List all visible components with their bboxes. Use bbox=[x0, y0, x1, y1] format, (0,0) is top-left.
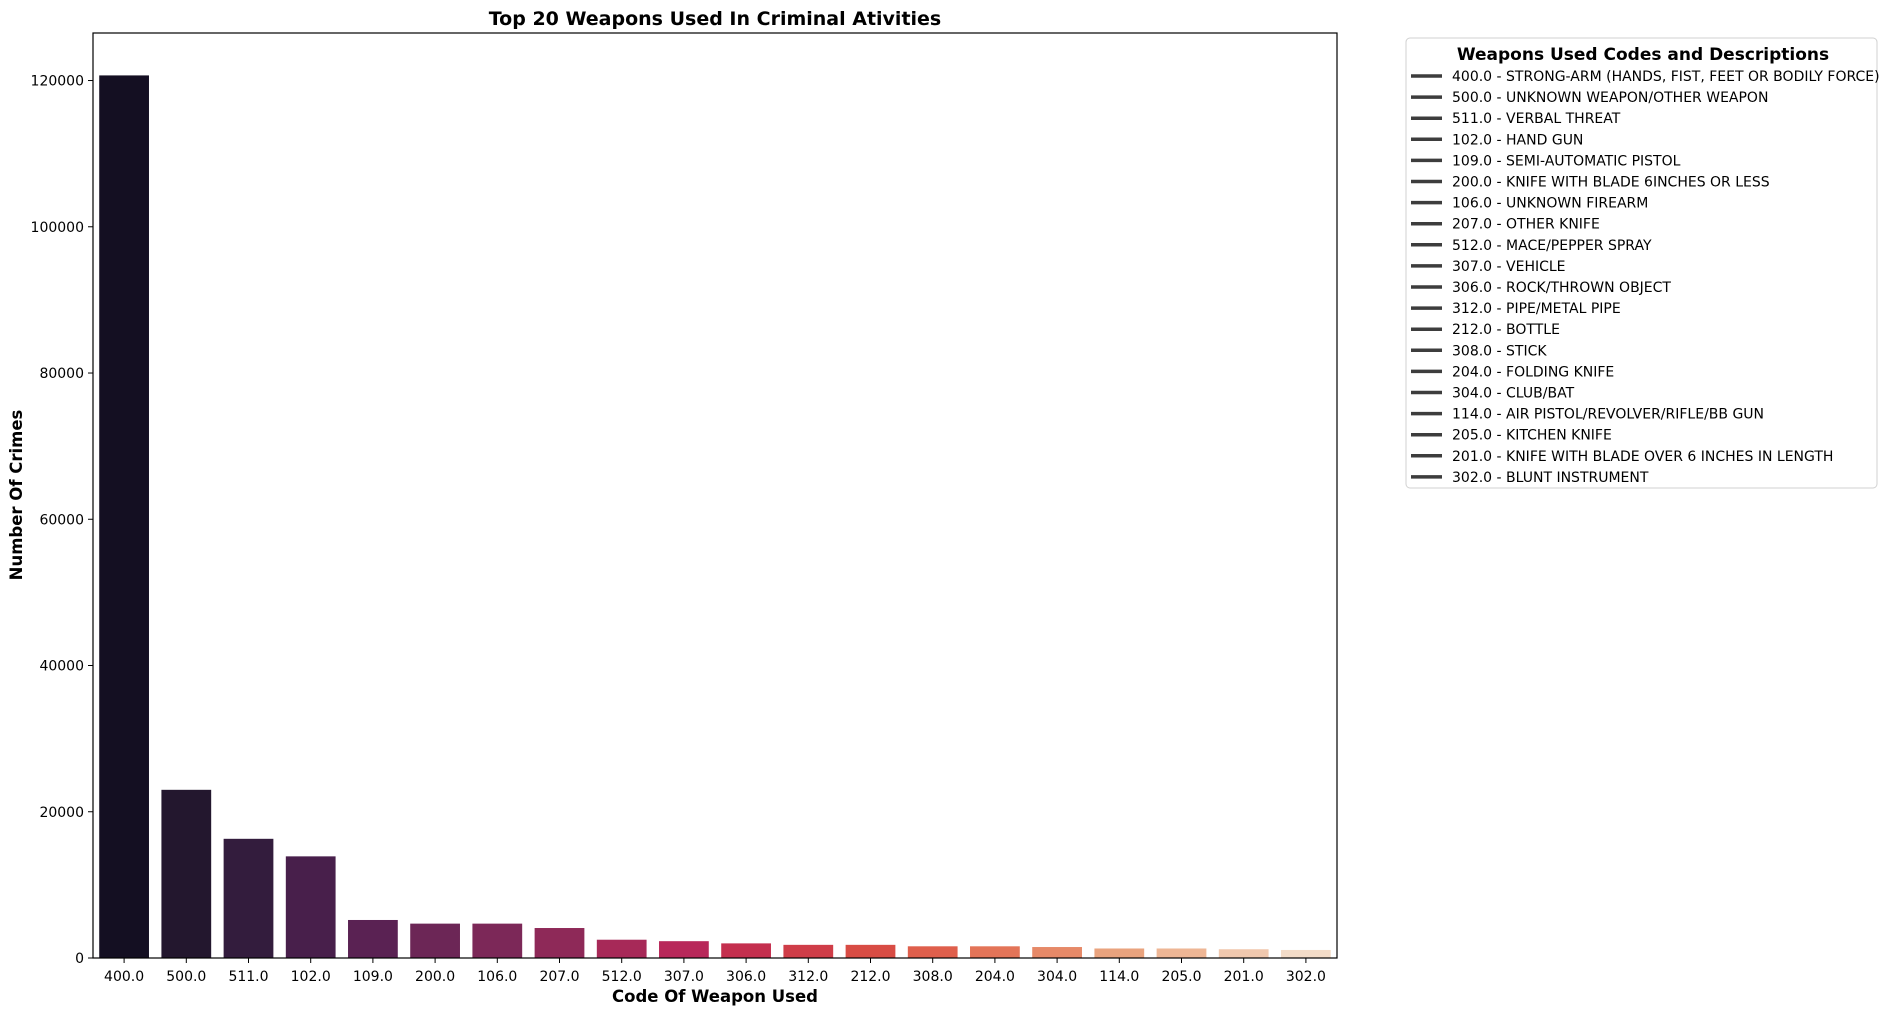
bar-114.0 bbox=[1094, 948, 1145, 958]
x-tick-label: 308.0 bbox=[913, 969, 953, 985]
legend-entry: 106.0 - UNKNOWN FIREARM bbox=[1452, 196, 1648, 212]
x-tick-label: 511.0 bbox=[228, 969, 268, 985]
x-tick-label: 102.0 bbox=[291, 969, 331, 985]
plot-frame bbox=[92, 32, 1338, 959]
x-tick-label: 201.0 bbox=[1224, 969, 1264, 985]
bar-400.0 bbox=[99, 75, 149, 958]
x-tick-label: 304.0 bbox=[1037, 969, 1077, 985]
x-tick-label: 200.0 bbox=[415, 969, 455, 985]
bar-500.0 bbox=[161, 789, 212, 958]
y-tick-label: 80000 bbox=[39, 366, 84, 382]
x-tick-label: 400.0 bbox=[104, 969, 144, 985]
legend-entry: 200.0 - KNIFE WITH BLADE 6INCHES OR LESS bbox=[1452, 175, 1770, 191]
bar-109.0 bbox=[348, 919, 398, 958]
x-tick-label: 109.0 bbox=[353, 969, 393, 985]
legend-entry: 304.0 - CLUB/BAT bbox=[1452, 386, 1575, 402]
x-tick-label: 512.0 bbox=[602, 969, 642, 985]
bar-205.0 bbox=[1156, 948, 1207, 958]
bar-511.0 bbox=[223, 838, 274, 958]
y-tick-label: 0 bbox=[75, 951, 84, 967]
bar-106.0 bbox=[472, 923, 523, 958]
y-tick-label: 60000 bbox=[39, 512, 84, 528]
bar-102.0 bbox=[285, 856, 336, 958]
legend-entry: 500.0 - UNKNOWN WEAPON/OTHER WEAPON bbox=[1452, 90, 1768, 106]
bar-201.0 bbox=[1218, 949, 1269, 958]
legend-entry: 512.0 - MACE/PEPPER SPRAY bbox=[1452, 238, 1652, 254]
x-axis-label: Code Of Weapon Used bbox=[612, 987, 818, 1006]
x-tick-label: 204.0 bbox=[975, 969, 1015, 985]
legend-entry: 114.0 - AIR PISTOL/REVOLVER/RIFLE/BB GUN bbox=[1452, 407, 1764, 423]
legend-title: Weapons Used Codes and Descriptions bbox=[1457, 45, 1829, 65]
x-axis: 400.0 500.0 511.0 102.0 109.0 200.0 106.0 207.0… bbox=[104, 958, 1326, 985]
bar-308.0 bbox=[907, 946, 958, 958]
x-tick-label: 500.0 bbox=[166, 969, 206, 985]
chart-title: Top 20 Weapons Used In Criminal Ativitie… bbox=[489, 8, 942, 30]
bar-200.0 bbox=[410, 923, 460, 958]
x-tick-label: 114.0 bbox=[1099, 969, 1139, 985]
y-axis: 0 20000 40000 60000 80000 100000 120000 bbox=[31, 74, 93, 967]
y-tick-label: 20000 bbox=[39, 805, 84, 821]
legend-entry: 308.0 - STICK bbox=[1452, 343, 1547, 359]
bars-group bbox=[99, 75, 1331, 958]
bar-207.0 bbox=[534, 928, 585, 958]
bar-312.0 bbox=[783, 944, 834, 958]
legend-entry: 201.0 - KNIFE WITH BLADE OVER 6 INCHES I… bbox=[1452, 449, 1833, 465]
x-tick-label: 302.0 bbox=[1286, 969, 1326, 985]
legend-entry: 302.0 - BLUNT INSTRUMENT bbox=[1452, 470, 1649, 486]
legend-entry: 312.0 - PIPE/METAL PIPE bbox=[1452, 301, 1621, 317]
legend-entry: 511.0 - VERBAL THREAT bbox=[1452, 111, 1621, 127]
x-tick-label: 106.0 bbox=[477, 969, 517, 985]
legend-entry: 205.0 - KITCHEN KNIFE bbox=[1452, 428, 1612, 444]
legend-entry: 212.0 - BOTTLE bbox=[1452, 322, 1560, 338]
legend-entry: 400.0 - STRONG-ARM (HANDS, FIST, FEET OR… bbox=[1452, 69, 1880, 85]
legend-entry: 102.0 - HAND GUN bbox=[1452, 132, 1583, 148]
y-tick-label: 100000 bbox=[31, 220, 84, 236]
legend-box bbox=[1405, 37, 1878, 489]
legend-entry: 307.0 - VEHICLE bbox=[1452, 259, 1566, 275]
y-axis-label: Number Of Crimes bbox=[7, 409, 26, 580]
bar-306.0 bbox=[721, 943, 771, 958]
x-tick-label: 307.0 bbox=[664, 969, 704, 985]
legend-entry: 204.0 - FOLDING KNIFE bbox=[1452, 364, 1614, 380]
legend: Weapons Used Codes and Descriptions 400.… bbox=[1405, 37, 1880, 489]
bar-512.0 bbox=[596, 939, 647, 958]
x-tick-label: 205.0 bbox=[1161, 969, 1201, 985]
x-tick-label: 312.0 bbox=[788, 969, 828, 985]
legend-entry: 109.0 - SEMI-AUTOMATIC PISTOL bbox=[1452, 153, 1681, 169]
y-tick-label: 40000 bbox=[39, 659, 84, 675]
legend-entry: 306.0 - ROCK/THROWN OBJECT bbox=[1452, 280, 1671, 296]
x-tick-label: 306.0 bbox=[726, 969, 766, 985]
bar-212.0 bbox=[845, 944, 896, 958]
y-tick-label: 120000 bbox=[31, 74, 84, 90]
bar-304.0 bbox=[1032, 947, 1082, 958]
x-tick-label: 212.0 bbox=[850, 969, 890, 985]
bar-307.0 bbox=[659, 941, 709, 958]
x-tick-label: 207.0 bbox=[539, 969, 579, 985]
legend-entry: 207.0 - OTHER KNIFE bbox=[1452, 217, 1600, 233]
bar-204.0 bbox=[970, 946, 1020, 958]
bar-302.0 bbox=[1281, 949, 1331, 958]
